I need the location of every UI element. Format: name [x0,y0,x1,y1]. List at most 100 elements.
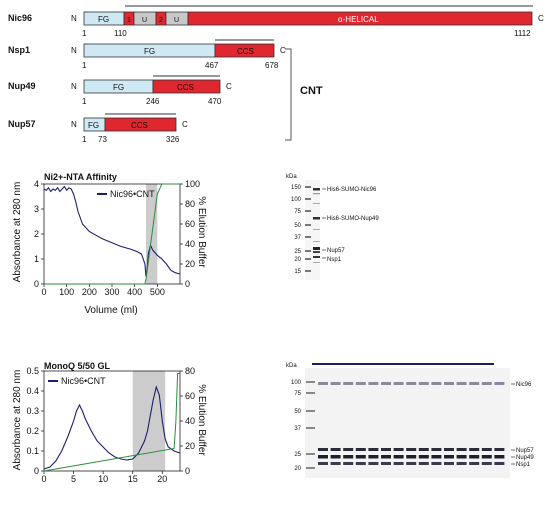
band-nup49 [368,455,379,459]
band-nic96 [343,382,354,385]
band-nup57 [431,448,442,451]
y-axis-label: Absorbance at 280 nm [12,370,23,471]
band-nup49 [494,455,505,459]
x-tick-label: 0 [41,287,46,297]
y-tick-label: 0.1 [26,446,39,456]
band-nic96 [406,382,417,385]
marker-value: 100 [291,380,302,386]
chart-title: MonoQ 5/50 GL [44,361,111,371]
y-tick-label: 3 [34,204,39,214]
x-tick-label: 100 [59,287,74,297]
residue-number: 470 [208,97,222,106]
protein-name: Nup57 [8,119,36,129]
marker-ladder [305,186,311,272]
y2-tick-label: 20 [185,441,195,451]
band-nsp1 [318,462,328,465]
y2-axis-label: % Elution Buffer [196,196,207,268]
residue-number: 110 [114,29,127,38]
n-terminus-label: N [71,46,77,55]
band-nic96 [368,382,379,385]
protein-row-nup49: Nup49 N FG CCS C 1 246 470 [8,75,232,106]
domain-label: CCS [177,83,194,92]
residue-number: 678 [265,61,279,70]
y2-tick-label: 80 [185,199,195,209]
domain-label: 1 [127,17,131,24]
band-nic96 [330,382,341,385]
domain-ccs [152,79,221,94]
band-nup49 [456,455,467,459]
sample-lanes [318,382,505,465]
x-tick-label: 300 [104,287,119,297]
marker-value: 37 [294,426,301,432]
marker-value: 50 [294,409,301,415]
band-nup49 [469,455,480,459]
band-label: Nup57 [516,448,534,454]
n-terminus-label: N [71,120,77,129]
band-nic96 [469,382,480,385]
domain-label: FG [88,121,99,130]
band-label: Nup57 [327,248,345,254]
band-nsp1 [481,462,492,465]
marker-value: 20 [294,466,301,472]
y2-tick-label: 80 [185,366,195,376]
band-label: Nsp1 [327,257,342,263]
band-nsp1 [406,462,417,465]
domain-ccs [214,43,275,58]
domain-label: CCS [131,121,148,130]
band-nup49 [431,455,442,459]
domain-label: CCS [237,47,254,56]
x-tick-label: 5 [71,474,76,484]
residue-number: 326 [166,135,180,144]
y-tick-label: 0.5 [26,366,39,376]
c-terminus-label: C [538,14,544,23]
band-label: Nup49 [516,455,534,461]
absorbance-line [43,185,181,277]
plot-frame [43,183,181,285]
band-nsp1 [431,462,442,465]
band-nic96 [318,382,328,385]
y-tick-label: 0 [34,279,39,289]
residue-number: 467 [205,61,219,70]
band-nup49 [355,455,366,459]
y2-tick-label: 40 [185,239,195,249]
band-nsp1 [469,462,480,465]
protein-row-nsp1: Nsp1 N FG CCS C 1 467 678 [8,39,286,70]
band-nup57 [393,448,404,451]
y-tick-label: 0.2 [26,426,39,436]
residue-number: 73 [98,135,107,144]
band-nup57 [368,448,379,451]
marker-value: 50 [294,223,301,229]
n-terminus-label: N [71,14,77,23]
y2-axis-label: % Elution Buffer [196,384,207,456]
x-tick-label: 0 [41,474,46,484]
legend-label: Nic96•CNT [110,189,155,199]
band-nic96 [381,382,391,385]
band-nup57 [418,448,429,451]
y-tick-label: 0.4 [26,386,39,396]
y2-tick-label: 0 [185,466,190,476]
band-nup49 [318,455,328,459]
marker-value: 100 [291,197,302,203]
y2-tick-label: 100 [185,179,200,189]
protein-name: Nic96 [8,13,32,23]
band-nsp1 [456,462,467,465]
chart-ni-nta-affinity: Ni2+-NTA Affinity Absorbance at 280 nm %… [12,172,207,316]
band-label: His6-SUMO-Nic96 [327,187,377,193]
band-nsp1 [418,462,429,465]
band-nic96 [355,382,366,385]
band-nup49 [330,455,341,459]
band-nup57 [381,448,391,451]
y2-tick-label: 60 [185,219,195,229]
band-label: Nic96 [516,382,532,388]
band-nsp1 [330,462,341,465]
x-axis-label: Volume (ml) [84,305,137,316]
band-nup57 [330,448,341,451]
gel-lane [305,180,320,280]
domain-label: U [142,17,147,24]
cnt-label: CNT [300,85,323,97]
band-nup49 [406,455,417,459]
cnt-bracket [285,48,292,141]
residue-number: 1 [82,29,87,38]
chart-monoq: MonoQ 5/50 GL Absorbance at 280 nm % Elu… [12,361,207,484]
marker-value: 75 [294,209,301,215]
